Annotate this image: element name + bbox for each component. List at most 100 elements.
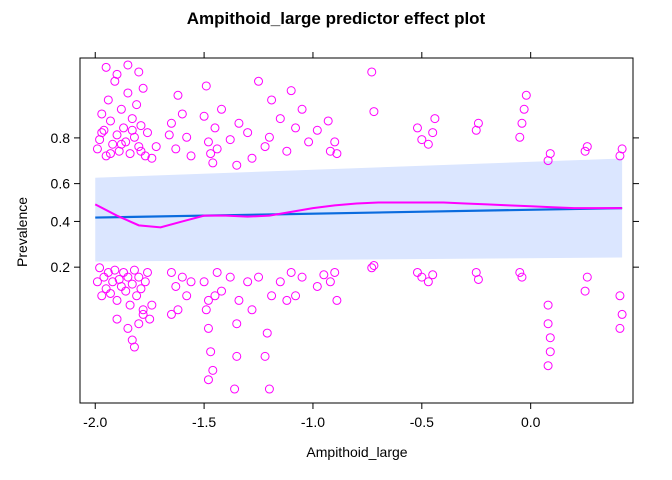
data-point-top	[617, 144, 627, 154]
data-point-bottom	[110, 265, 120, 275]
data-point-bottom	[97, 291, 107, 301]
data-point-top	[116, 104, 126, 114]
data-point-bottom	[543, 361, 553, 371]
confidence-band	[95, 158, 623, 262]
data-point-bottom	[545, 347, 555, 357]
data-point-bottom	[428, 270, 438, 280]
data-point-bottom	[147, 300, 157, 310]
data-point-top	[97, 128, 107, 138]
data-point-bottom	[515, 267, 525, 277]
data-point-bottom	[210, 291, 220, 301]
data-point-bottom	[95, 263, 105, 273]
data-point-bottom	[171, 281, 181, 291]
x-tick-label: 0.0	[521, 414, 541, 430]
data-point-top	[417, 135, 427, 145]
data-point-bottom	[264, 384, 274, 394]
data-point-bottom	[101, 284, 111, 294]
x-axis-label: Ampithoid_large	[306, 444, 407, 460]
data-point-bottom	[282, 295, 292, 305]
y-tick-label: 0.4	[51, 213, 71, 229]
chart-title: Ampithoid_large predictor effect plot	[187, 9, 486, 28]
data-point-bottom	[105, 288, 115, 298]
data-point-bottom	[121, 286, 131, 296]
data-point-bottom	[166, 267, 176, 277]
data-point-bottom	[254, 272, 264, 282]
data-point-top	[123, 88, 133, 98]
data-point-top	[515, 132, 525, 142]
data-point-bottom	[201, 305, 211, 315]
data-point-bottom	[173, 305, 183, 315]
data-point-bottom	[230, 384, 240, 394]
data-point-top	[123, 60, 133, 70]
x-tick-label: -1.0	[301, 414, 325, 430]
data-point-top	[330, 137, 340, 147]
data-point-bottom	[134, 319, 144, 329]
data-point-bottom	[267, 291, 277, 301]
data-point-bottom	[580, 286, 590, 296]
data-point-bottom	[134, 272, 144, 282]
data-point-bottom	[129, 265, 139, 275]
data-point-top	[105, 149, 115, 159]
data-point-bottom	[103, 267, 113, 277]
data-point-bottom	[203, 295, 213, 305]
data-point-bottom	[325, 277, 335, 287]
data-point-bottom	[260, 351, 270, 361]
data-point-top	[173, 90, 183, 100]
data-point-top	[134, 142, 144, 152]
data-point-bottom	[199, 277, 209, 287]
data-point-top	[147, 153, 157, 163]
data-point-bottom	[225, 272, 235, 282]
data-point-top	[519, 104, 529, 114]
data-point-top	[182, 132, 192, 142]
data-point-top	[473, 118, 483, 128]
data-point-top	[206, 149, 216, 159]
data-point-bottom	[177, 272, 187, 282]
data-point-bottom	[127, 279, 137, 289]
y-tick-label: 0.6	[51, 176, 71, 192]
data-point-bottom	[182, 291, 192, 301]
data-point-top	[203, 137, 213, 147]
data-point-bottom	[123, 272, 133, 282]
data-point-bottom	[332, 295, 342, 305]
data-point-bottom	[330, 267, 340, 277]
data-point-bottom	[615, 291, 625, 301]
smooth-line	[94, 201, 623, 229]
data-point-top	[247, 153, 257, 163]
data-point-bottom	[166, 309, 176, 319]
data-point-top	[412, 123, 422, 133]
data-point-bottom	[112, 314, 122, 324]
data-point-top	[136, 121, 146, 131]
data-point-top	[282, 146, 292, 156]
data-point-bottom	[208, 365, 218, 375]
data-point-top	[217, 104, 227, 114]
data-point-top	[267, 95, 277, 105]
data-point-top	[304, 137, 314, 147]
data-point-top	[323, 116, 333, 126]
data-point-bottom	[186, 277, 196, 287]
data-point-top	[367, 67, 377, 77]
data-point-top	[171, 144, 181, 154]
data-point-top	[119, 123, 129, 133]
data-point-top	[254, 76, 264, 86]
data-point-top	[116, 139, 126, 149]
data-point-top	[138, 83, 148, 93]
data-point-bottom	[232, 351, 242, 361]
data-point-bottom	[286, 267, 296, 277]
data-point-top	[151, 142, 161, 152]
data-point-bottom	[92, 277, 102, 287]
data-point-bottom	[615, 323, 625, 333]
data-point-top	[92, 144, 102, 154]
data-point-top	[177, 109, 187, 119]
data-point-top	[260, 142, 270, 152]
data-point-bottom	[142, 267, 152, 277]
data-point-top	[234, 118, 244, 128]
data-point-bottom	[99, 272, 109, 282]
data-point-bottom	[119, 267, 129, 277]
fit-line	[95, 207, 623, 219]
y-axis-label: Prevalence	[14, 197, 30, 267]
x-tick-label: -2.0	[83, 414, 107, 430]
data-point-bottom	[234, 295, 244, 305]
data-point-top	[580, 146, 590, 156]
data-point-bottom	[312, 281, 322, 291]
